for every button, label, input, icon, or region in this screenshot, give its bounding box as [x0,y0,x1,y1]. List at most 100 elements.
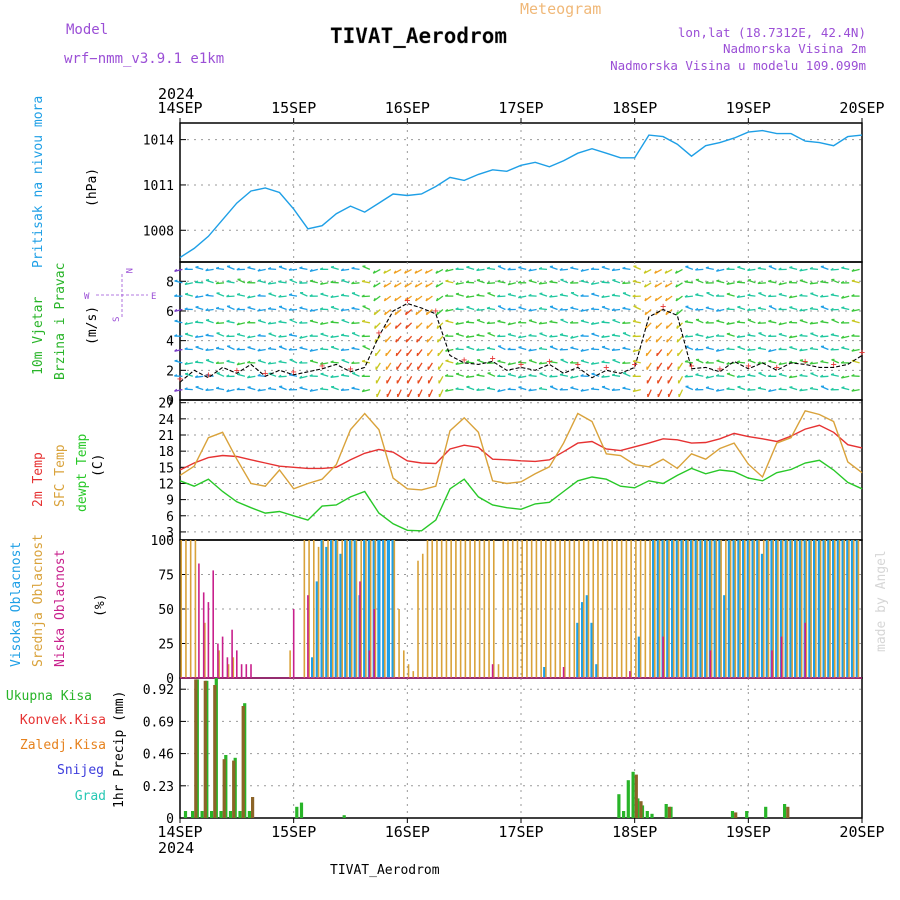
wind-arrow-head [737,345,741,348]
wind-arrow-head [656,352,658,357]
wind-arrow-head [236,322,240,326]
x-tick-label-bottom: 17SEP [498,823,543,841]
precip-bar-total [626,780,630,818]
cloud-bar-low [771,650,773,678]
wind-arrow-head [445,319,449,322]
precip-bar-total [645,811,649,818]
wind-arrow-head [226,334,230,338]
wind-arrow [486,322,496,325]
model-altitude-label: Nadmorska Visina u modelu 109.099m [610,58,866,73]
wind-arrow-head [601,280,605,283]
wind-arrow-head [340,348,344,351]
cloud-bar-high [377,540,381,678]
y-tick-label-pressure: 1011 [143,179,174,194]
wind-arrow-head [528,333,532,337]
wind-arrow-head [455,321,459,325]
wind-arrow-head [226,389,230,393]
wind-arrow-head [851,308,855,312]
cloud-bar-high [652,540,656,678]
wind-arrow-head [465,320,470,323]
wind-arrow-head [455,292,460,295]
wind-arrow-head [570,335,574,339]
wind-arrow-head [674,270,678,274]
cloud-bar-high [595,664,599,678]
wind-arrow [257,279,266,284]
precip-bar-total [299,802,304,818]
wind-arrow-head [426,339,429,343]
cloud-bar-high [775,540,779,678]
wind-gust-marker: + [177,374,183,385]
wind-arrow-head [830,267,834,271]
wind-arrow-head [257,333,261,337]
wind-arrow [716,280,725,284]
cloud-bar-low [562,667,565,678]
cloud-bar-high [732,540,736,678]
wind-arrow [528,374,537,377]
wind-arrow-head [789,266,793,269]
wind-arrow-head [747,268,751,272]
wind-arrow-head [351,306,355,309]
wind-arrow [539,372,548,377]
wind-arrow-head [747,308,751,311]
wind-arrow-head [611,348,615,351]
wind-arrow-head [715,334,720,337]
wind-arrow-head [226,294,230,298]
wind-arrow-head [580,319,585,322]
wind-arrow [174,308,183,313]
wind-arrow-head [497,374,501,377]
cloud-bar-high [798,540,802,678]
precip-bar-total [631,771,635,818]
wind-arrow-head [820,374,824,378]
wind-arrow [851,280,860,284]
wind-arrow-head [528,308,532,312]
altitude-label: Nadmorska Visina 2m [723,41,866,56]
wind-arrow [195,281,204,284]
precip-bar-conv [232,760,236,818]
wind-arrow-head [309,388,313,392]
cloud-bar-high [581,602,585,678]
x-tick-label-bottom: 15SEP [271,823,316,841]
wind-arrow-head [840,280,845,284]
wind-arrow-head [538,386,543,390]
wind-arrow-head [299,335,303,339]
wind-arrow [174,348,183,352]
wind-arrow-head [278,320,282,323]
y-tick-label-cloud: 25 [158,638,174,653]
wind-arrow-head [299,386,303,389]
wind-arrow-head [384,339,387,343]
wind-arrow [656,362,663,370]
wind-arrow [549,335,558,338]
wind-arrow-head [299,360,303,364]
wind-arrow-head [767,334,772,337]
high-cloud-label: Visoka Oblacnost [9,542,24,667]
cloud-bar-high [751,540,755,678]
wind-arrow-head [840,360,845,364]
wind-arrow-head [768,389,772,392]
wind-arrow-head [465,334,469,338]
wind-arrow-head [705,335,709,339]
wind-arrow-head [385,352,388,357]
wind-arrow-head [528,268,532,272]
wind-arrow [559,268,568,271]
precip-bar-total [745,811,749,818]
mid-cloud-label: Srednja Oblacnost [31,534,46,667]
wind-arrow [657,375,663,384]
wind-arrow [601,321,610,324]
wind-arrow-head [205,293,209,296]
wind-arrow-head [236,267,240,271]
wind-arrow [205,334,214,337]
wind-arrow-head [601,305,606,308]
wind-arrow-head [174,268,178,272]
wind-gust-marker: + [575,359,581,370]
wind-arrow [385,362,392,370]
wind-arrow-head [715,348,720,352]
wind-arrow-head [665,297,668,302]
x-tick-label-bottom: 16SEP [385,823,430,841]
wind-arrow-head [267,321,271,325]
wind-arrow-head [320,347,324,350]
wind-arrow-head [330,360,334,363]
wind-arrow-head [236,332,241,336]
model-name: wrf−nmm_v3.9.1 e1km [64,51,224,67]
wind-arrow-head [539,332,543,335]
